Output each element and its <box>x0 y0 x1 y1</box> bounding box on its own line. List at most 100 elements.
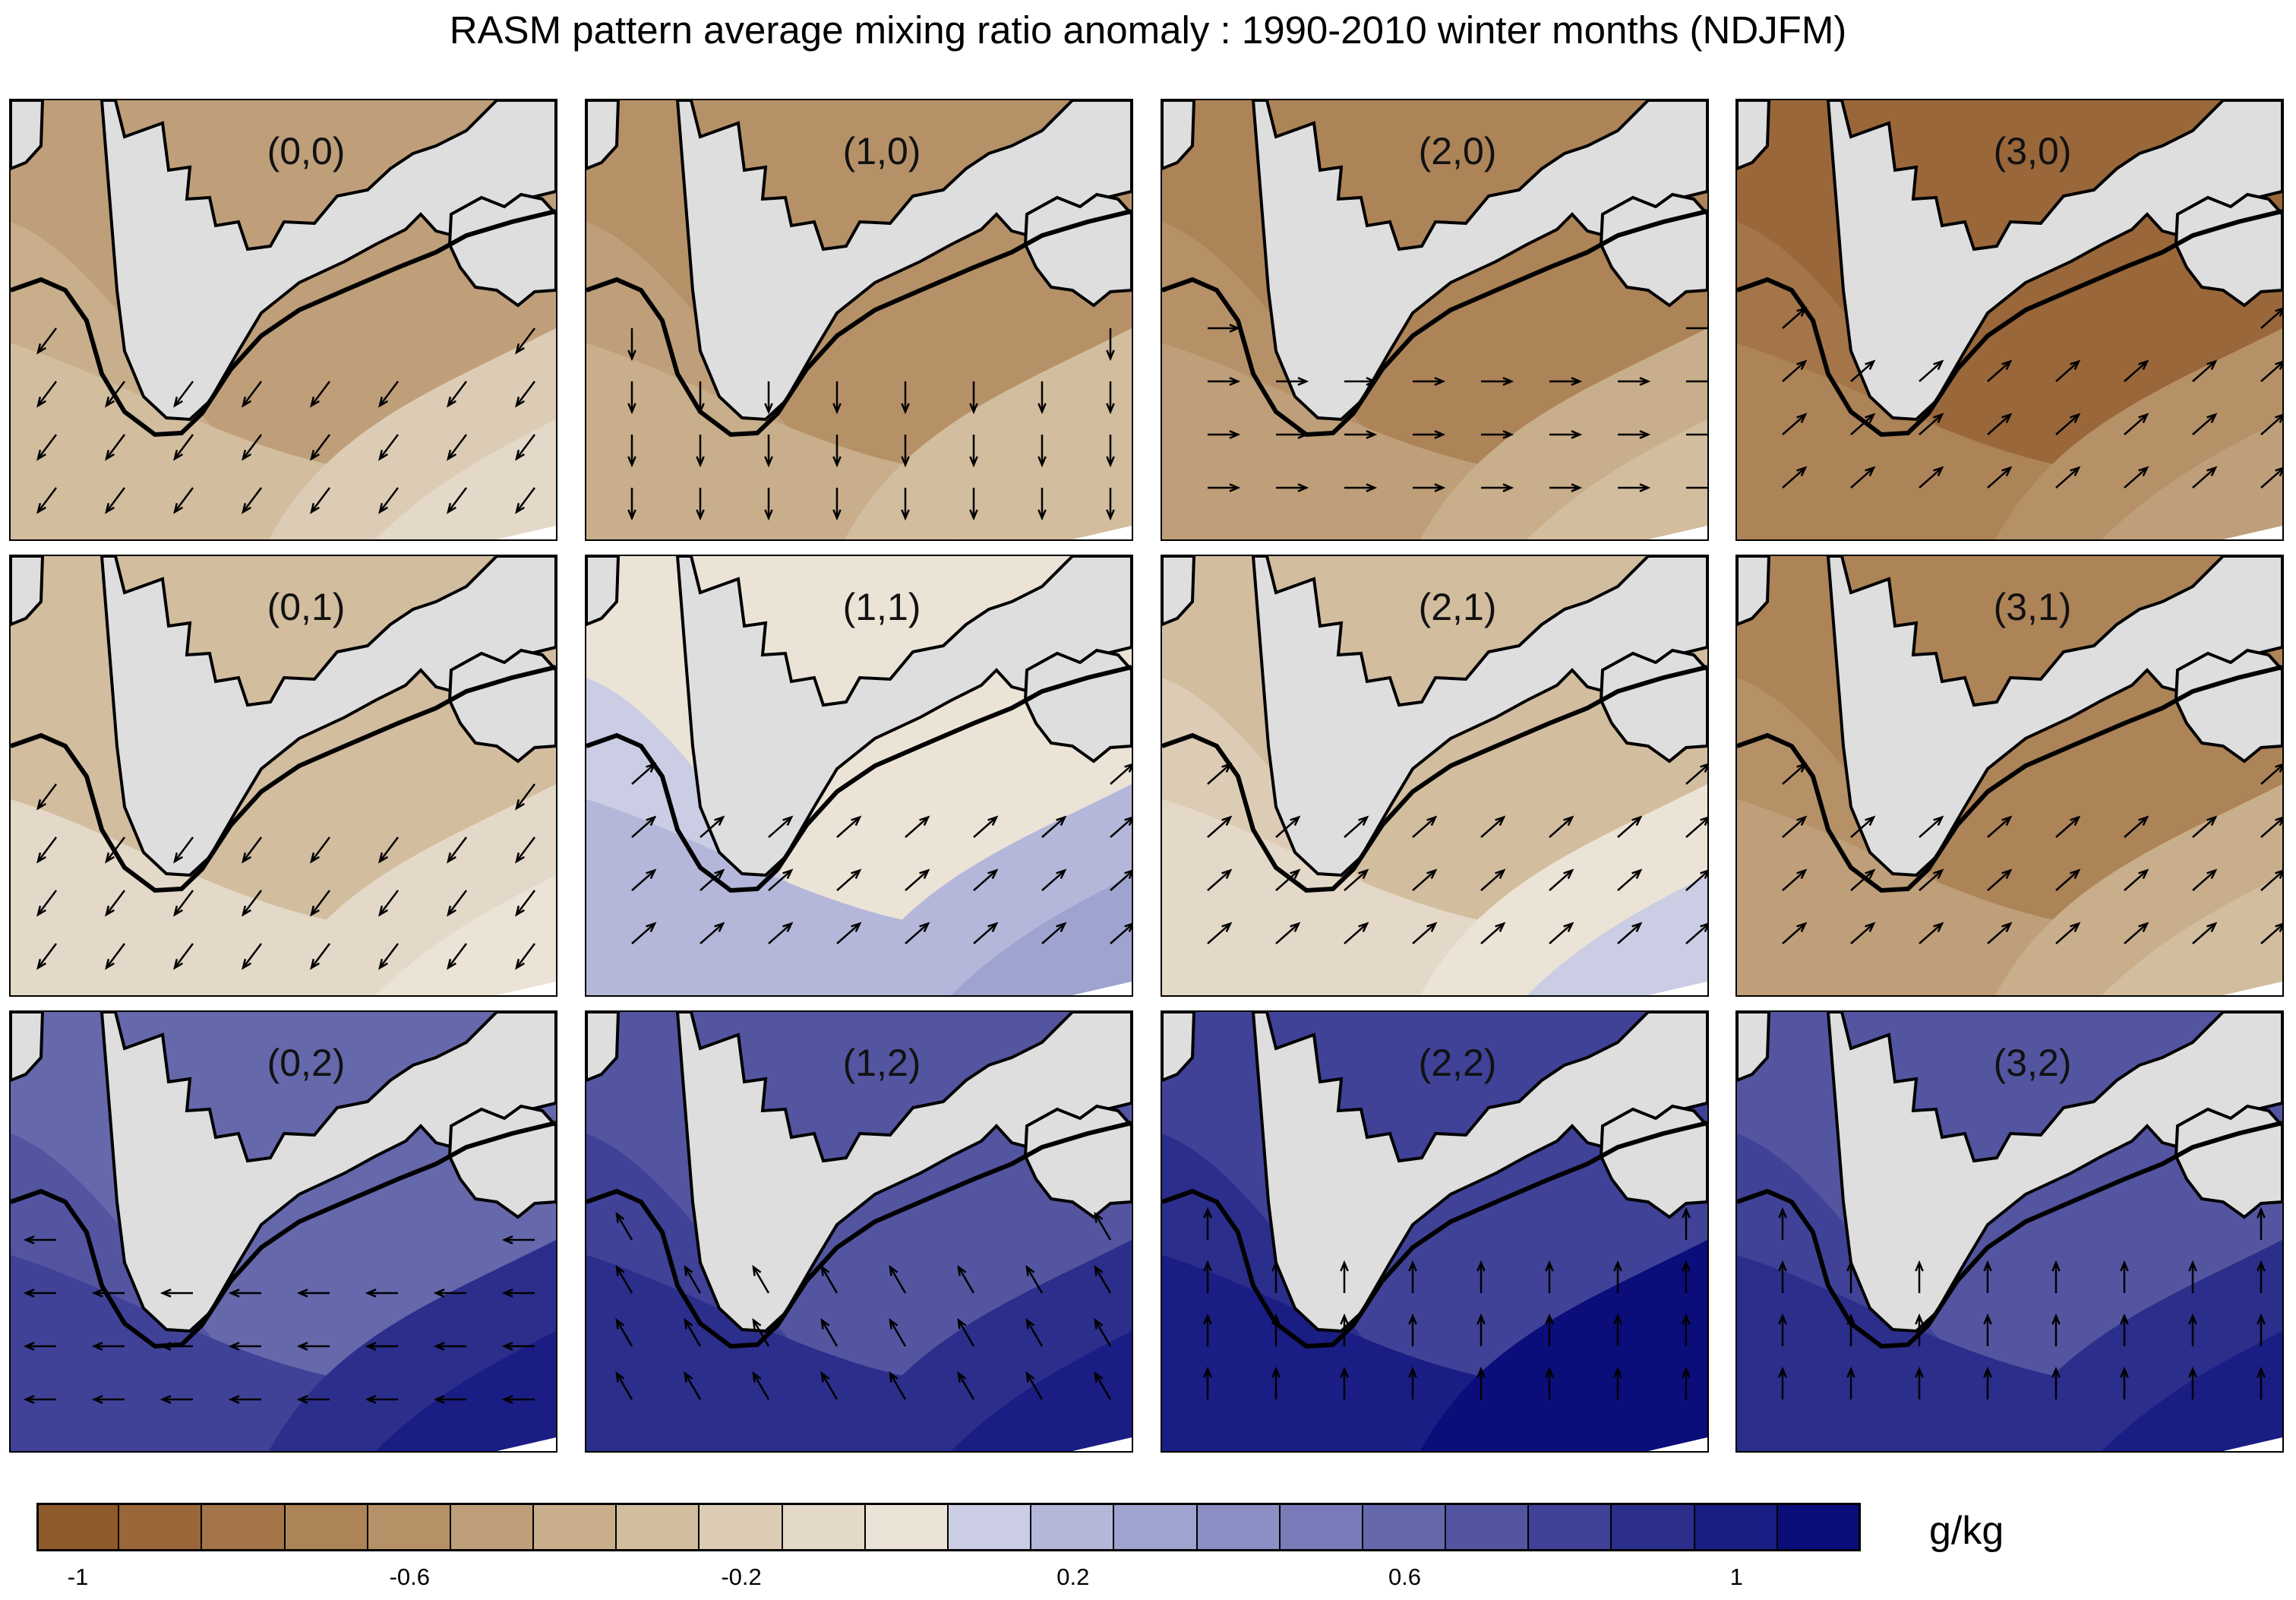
wind-vector <box>37 487 57 513</box>
wind-arrowhead <box>1933 922 1944 932</box>
domain-edge <box>1072 982 1132 995</box>
map-plot <box>1737 100 2282 539</box>
wind-arrowhead <box>159 1342 172 1351</box>
map-panel: (0,2) <box>9 1010 557 1453</box>
wind-arrowhead <box>1571 377 1583 386</box>
wind-vector <box>242 487 262 513</box>
wind-vector <box>2260 870 2282 891</box>
wind-arrowhead <box>1203 1366 1212 1378</box>
wind-arrowhead <box>242 852 251 864</box>
wind-vector <box>1207 922 1231 944</box>
wind-vector <box>106 836 125 862</box>
wind-vector <box>700 816 724 838</box>
panel-label: (3,2) <box>1993 1042 2072 1084</box>
wind-arrowhead <box>696 509 705 521</box>
wind-arrowhead <box>1796 306 1808 317</box>
wind-arrowhead <box>36 343 46 355</box>
wind-arrowhead <box>296 1289 308 1298</box>
colorbar-bin <box>534 1503 617 1551</box>
wind-vector <box>2055 922 2080 944</box>
wind-vector <box>1412 869 1436 891</box>
domain-edge <box>1648 1437 1707 1451</box>
land-outline <box>11 556 45 627</box>
wind-vector <box>1782 922 1806 944</box>
wind-arrowhead <box>1271 1313 1281 1325</box>
wind-vector <box>1617 816 1641 838</box>
wind-arrowhead <box>1613 1260 1622 1272</box>
wind-arrowhead <box>515 959 525 970</box>
map-plot <box>1737 556 2282 995</box>
wind-arrowhead <box>91 1342 103 1351</box>
wind-arrowhead <box>1221 762 1233 773</box>
wind-vector <box>2260 923 2282 944</box>
wind-arrowhead <box>1229 324 1241 333</box>
wind-arrowhead <box>2275 307 2282 317</box>
land-outline <box>1737 556 1771 627</box>
land-outline <box>586 100 621 171</box>
wind-vector <box>174 943 194 969</box>
wind-vector <box>2192 816 2216 838</box>
wind-vector <box>1041 869 1066 891</box>
wind-arrowhead <box>714 868 725 879</box>
wind-vector <box>2260 817 2282 838</box>
wind-vector <box>1412 922 1436 944</box>
wind-vector <box>957 1372 975 1400</box>
wind-arrowhead <box>901 403 910 415</box>
wind-arrowhead <box>1933 466 1944 476</box>
wind-vector <box>615 1319 633 1347</box>
panel-grid: (0,0) (1,0) (2,0) (3,0) (0,1) (1,1) (2,1) (3,1)… <box>9 99 2284 1453</box>
wind-vector <box>1850 922 1874 944</box>
wind-arrowhead <box>515 397 525 408</box>
wind-arrowhead <box>378 450 388 461</box>
wind-arrowhead <box>987 868 999 879</box>
wind-vector <box>2055 413 2080 435</box>
wind-vector <box>1110 923 1132 944</box>
wind-arrowhead <box>684 1371 693 1383</box>
wind-vector <box>1987 466 2011 489</box>
wind-vector <box>1919 360 1943 382</box>
wind-arrowhead <box>1495 922 1506 932</box>
wind-arrowhead <box>1865 922 1876 932</box>
wind-arrowhead <box>1056 922 1067 932</box>
map-panel: (1,0) <box>585 99 1133 541</box>
land-outline <box>1023 648 1132 764</box>
colorbar-bin <box>119 1503 203 1551</box>
wind-arrowhead <box>782 868 794 879</box>
wind-arrowhead <box>2138 868 2149 879</box>
domain-edge <box>1072 1437 1132 1451</box>
wind-vector <box>1685 870 1707 891</box>
wind-arrowhead <box>1933 413 1944 423</box>
map-panel: (3,1) <box>1735 555 2284 997</box>
wind-arrowhead <box>2001 466 2013 476</box>
colorbar-tick-label: 1 <box>1729 1564 1743 1590</box>
wind-arrowhead <box>1846 1313 1855 1325</box>
wind-arrowhead <box>969 456 978 468</box>
wind-vector <box>379 487 399 513</box>
coastline <box>11 209 556 438</box>
wind-arrowhead <box>919 815 930 826</box>
wind-arrowhead <box>105 906 115 917</box>
colorbar-bin <box>1446 1503 1530 1551</box>
wind-vector <box>2124 360 2148 382</box>
wind-vector <box>820 1319 838 1347</box>
domain-edge <box>2223 982 2282 995</box>
wind-vector <box>2192 466 2216 489</box>
wind-vector <box>1549 922 1573 944</box>
wind-vector <box>1344 816 1368 838</box>
wind-vector <box>2192 922 2216 944</box>
wind-arrowhead <box>515 799 525 811</box>
wind-arrowhead <box>969 509 978 521</box>
wind-arrowhead <box>2275 360 2282 370</box>
map-plot <box>586 556 1132 995</box>
wind-arrowhead <box>2206 815 2218 826</box>
wind-vector <box>447 487 467 513</box>
colorbar-bin <box>865 1503 949 1551</box>
wind-vector <box>615 1266 633 1294</box>
wind-arrowhead <box>1476 1260 1486 1272</box>
wind-vector <box>106 381 125 406</box>
wind-arrowhead <box>2206 466 2218 476</box>
wind-vector <box>1094 1319 1112 1347</box>
wind-vector <box>684 1266 702 1294</box>
wind-vector <box>973 869 997 891</box>
wind-arrowhead <box>310 450 320 461</box>
